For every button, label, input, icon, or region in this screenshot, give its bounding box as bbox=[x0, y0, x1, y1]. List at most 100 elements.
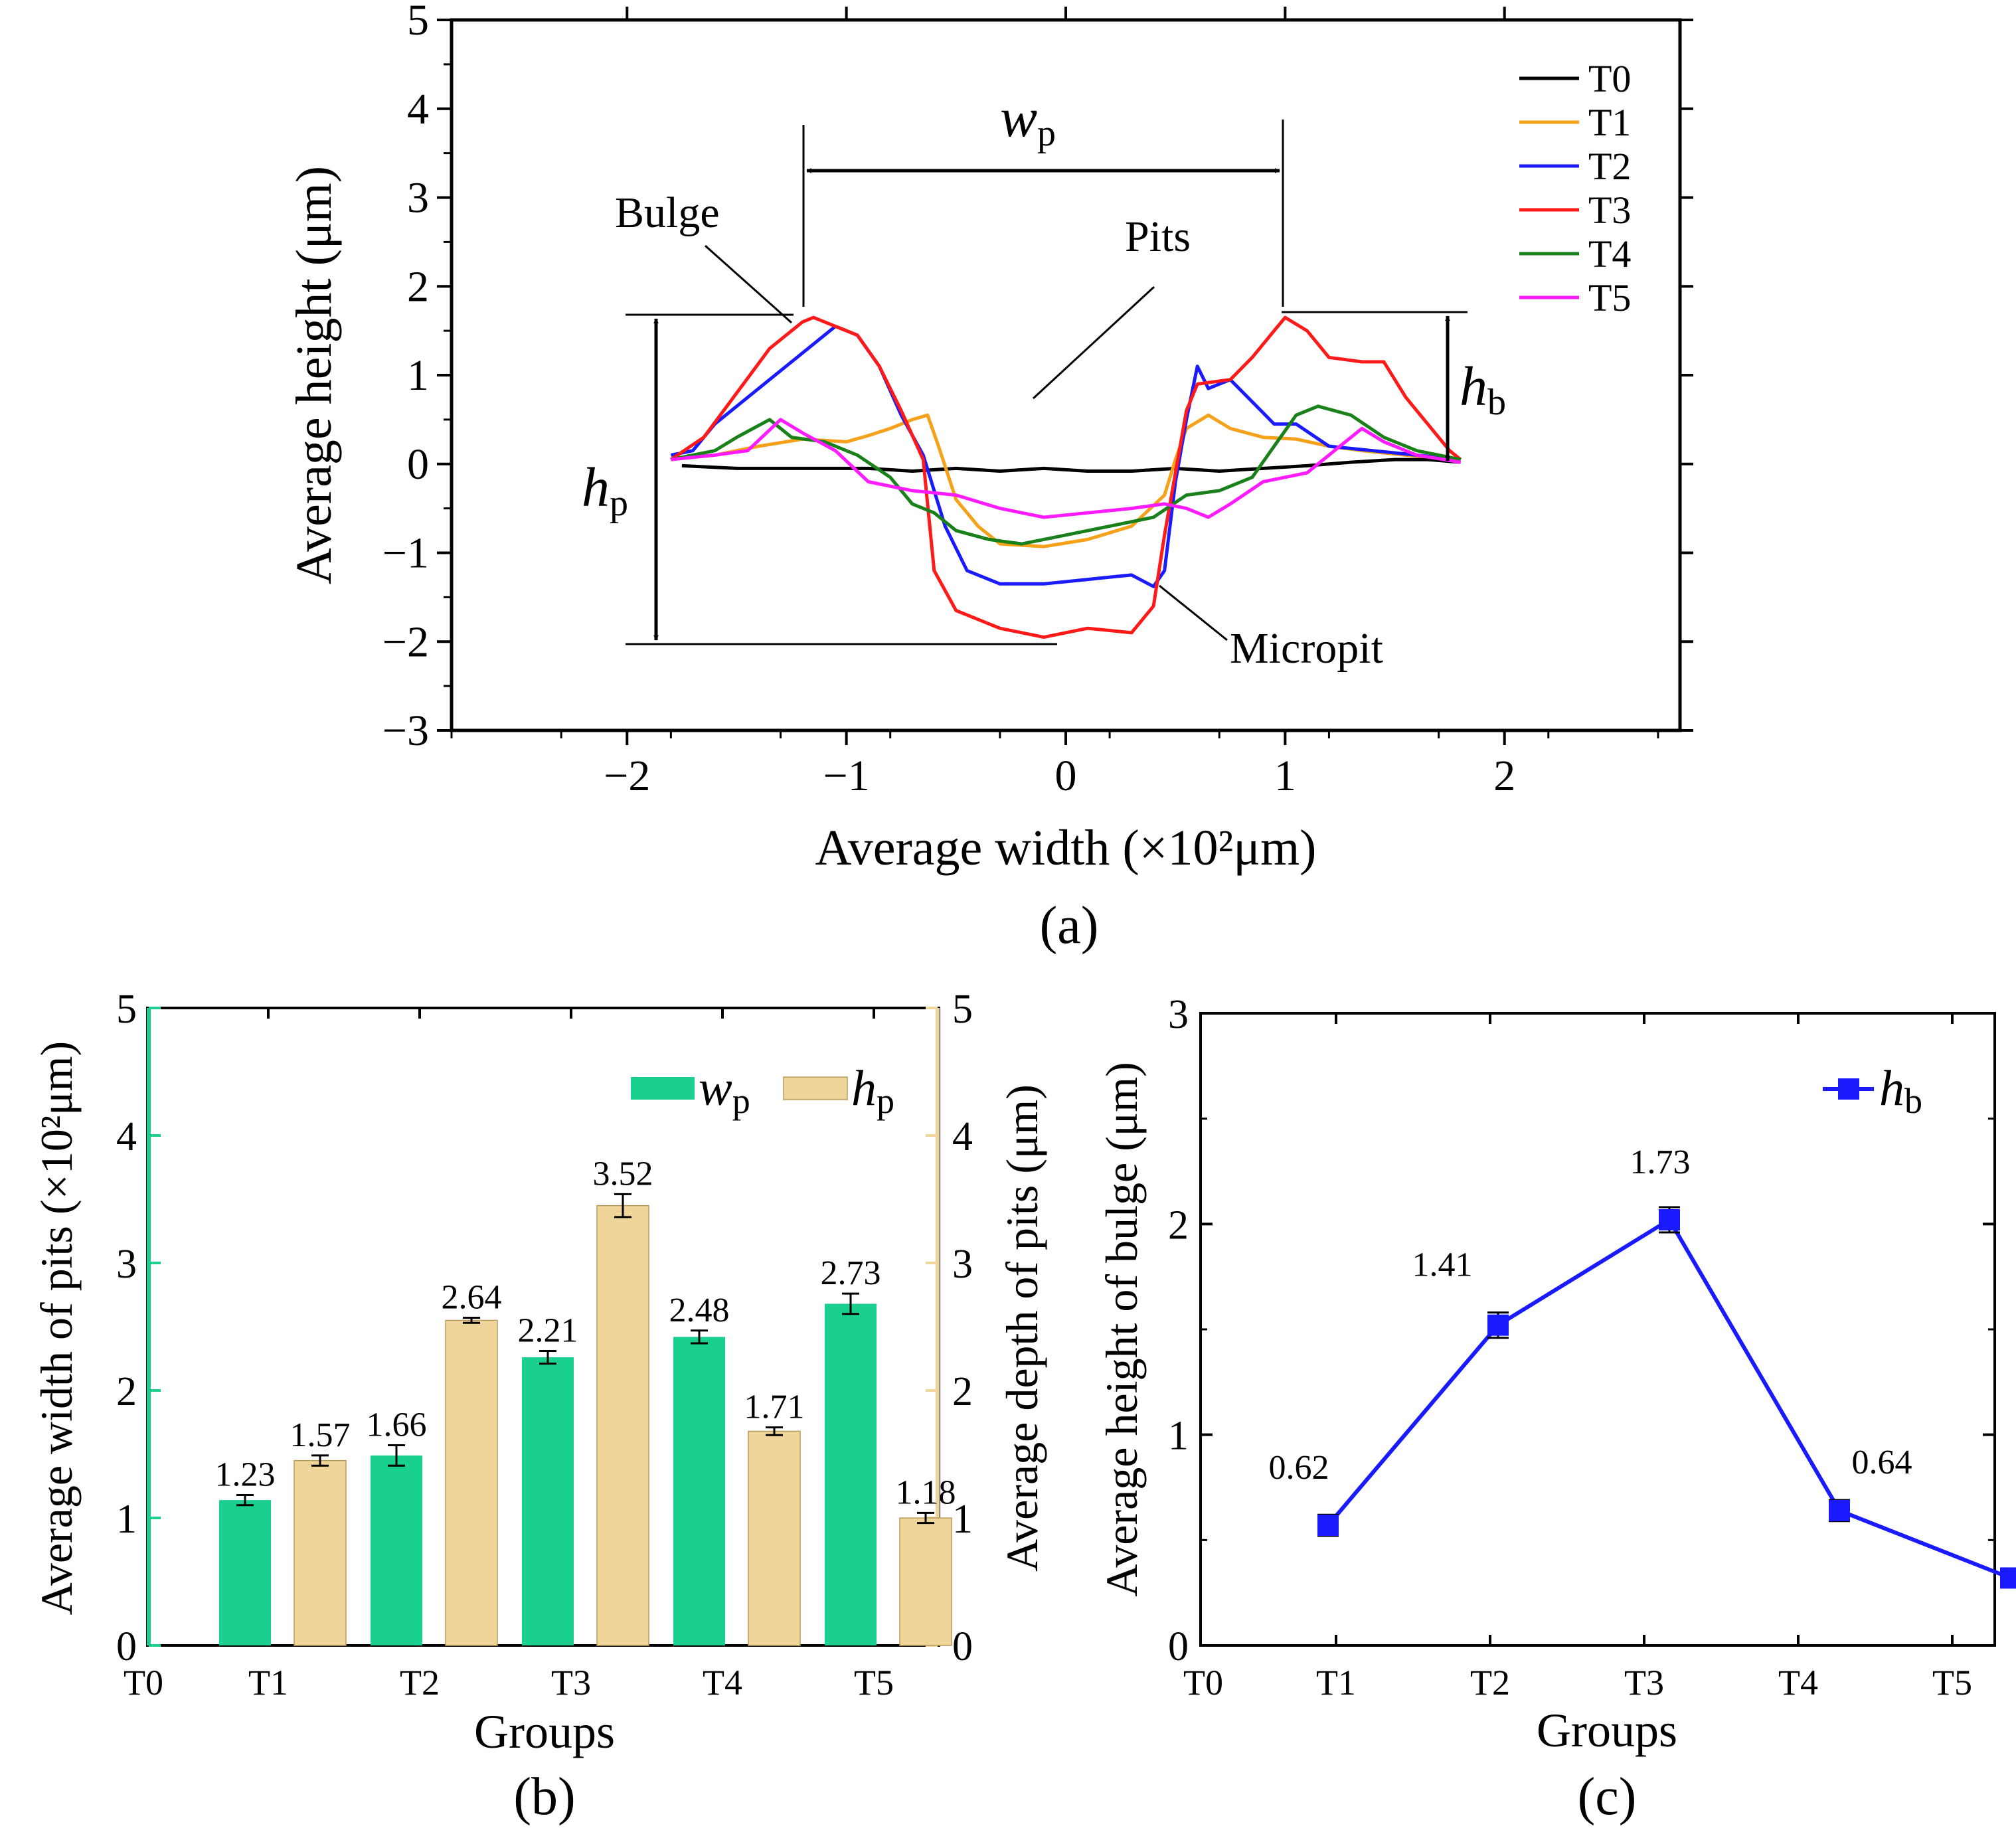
y-tick-label-left: 5 bbox=[116, 987, 137, 1032]
series-line-t5 bbox=[671, 418, 1462, 519]
y-tick-label-left: 3 bbox=[116, 1242, 137, 1287]
panel-b-bars: 1.23 1.57 1.66 2.64 2.21 3.52 2.48 1.71 2.73 1.18 bbox=[215, 1155, 956, 1646]
x-tick-label: 2 bbox=[1493, 752, 1515, 800]
panel-a-ticks: −2 −1 0 1 2 −3 −2 −1 0 1 2 3 4 5 bbox=[382, 0, 1693, 800]
data-label-hp: 1.57 bbox=[290, 1416, 351, 1454]
legend-label-t0: T0 bbox=[1588, 57, 1631, 100]
legend-label-hb: hb bbox=[1879, 1060, 1922, 1121]
caption-b: (b) bbox=[513, 1768, 575, 1826]
bulge-leader bbox=[705, 244, 792, 324]
series-line-t1 bbox=[671, 413, 1461, 548]
x-tick-label: 1 bbox=[1274, 752, 1296, 800]
marker-hb-t2 bbox=[1487, 1314, 1509, 1336]
y-tick-label: −2 bbox=[382, 618, 429, 666]
data-label-hb: 1.41 bbox=[1412, 1246, 1473, 1284]
data-label-wp: 1.23 bbox=[215, 1456, 276, 1493]
panel-a-ylabel: Average height (μm) bbox=[286, 166, 342, 584]
x-tick-label: T3 bbox=[551, 1663, 591, 1703]
panel-a-xlabel: Average width (×10²μm) bbox=[815, 820, 1317, 876]
y-tick-label-right: 1 bbox=[952, 1497, 973, 1542]
data-label-wp: 2.73 bbox=[821, 1254, 881, 1292]
panel-c-legend: hb bbox=[1823, 1060, 1922, 1121]
marker-hb-t5 bbox=[2000, 1567, 2016, 1589]
marker-hb-t4 bbox=[1829, 1499, 1850, 1521]
hb-label: hb bbox=[1460, 356, 1506, 423]
panel-b-ticks: 0 0 1 1 2 2 3 3 4 4 5 5 T0 T1 T2 T3 T4 T5 bbox=[116, 987, 973, 1703]
x-tick-label: T2 bbox=[400, 1663, 440, 1703]
panel-c-series: 0.621.411.730.640.48 bbox=[1269, 1143, 2016, 1589]
x-tick-label: T2 bbox=[1470, 1663, 1510, 1703]
panel-c-xlabel: Groups bbox=[1537, 1704, 1677, 1757]
y-tick-label-left: 1 bbox=[116, 1497, 137, 1542]
y-tick-label-right: 5 bbox=[952, 987, 973, 1032]
x-tick-label: T4 bbox=[1778, 1663, 1818, 1703]
bar-wp-t3 bbox=[522, 1357, 574, 1645]
legend-swatch-hp bbox=[783, 1076, 848, 1100]
data-label-hp: 2.64 bbox=[442, 1279, 502, 1317]
x-tick-label: −2 bbox=[604, 752, 650, 800]
bar-hp-t1 bbox=[294, 1460, 347, 1646]
y-tick-label-right: 4 bbox=[952, 1114, 973, 1159]
legend-swatch-wp bbox=[631, 1077, 695, 1100]
data-label-hb: 0.62 bbox=[1269, 1449, 1329, 1487]
panel-c-ylabel: Average height of bulge (μm) bbox=[1096, 1062, 1147, 1597]
x-tick-label: T5 bbox=[854, 1663, 894, 1703]
y-tick-label: 5 bbox=[407, 0, 429, 44]
panel-b-legend: wp hp bbox=[631, 1060, 894, 1121]
micropit-label: Micropit bbox=[1230, 624, 1383, 673]
y-tick-label: 3 bbox=[407, 174, 429, 222]
bar-wp-t2 bbox=[371, 1455, 422, 1645]
panel-c-frame bbox=[1199, 1012, 1996, 1647]
y-tick-label-left: 2 bbox=[116, 1369, 137, 1414]
panel-a-series bbox=[669, 315, 1462, 639]
y-tick-label: 0 bbox=[407, 440, 429, 489]
legend-label-wp: wp bbox=[699, 1060, 750, 1121]
data-label-hp: 3.52 bbox=[593, 1155, 653, 1193]
x-tick-label: T4 bbox=[703, 1663, 742, 1703]
panel-b-xlabel: Groups bbox=[474, 1705, 615, 1758]
x-tick-label: T3 bbox=[1624, 1663, 1664, 1703]
y-tick-label-left: 0 bbox=[116, 1624, 137, 1669]
data-label-hb: 1.73 bbox=[1630, 1143, 1691, 1181]
y-tick-label: 4 bbox=[407, 85, 429, 133]
legend-label-t1: T1 bbox=[1588, 101, 1631, 144]
data-label-wp: 2.21 bbox=[518, 1311, 578, 1349]
caption-a: (a) bbox=[1040, 896, 1099, 955]
y-tick-label-right: 0 bbox=[952, 1624, 973, 1669]
legend-label-t3: T3 bbox=[1588, 189, 1631, 232]
x-tick-label: T1 bbox=[1316, 1663, 1356, 1703]
bar-wp-t1 bbox=[219, 1500, 271, 1645]
y-tick-label: 0 bbox=[1168, 1624, 1189, 1669]
y-tick-label-left: 4 bbox=[116, 1114, 137, 1159]
y-tick-label: 2 bbox=[407, 262, 429, 311]
y-tick-label: 3 bbox=[1168, 992, 1189, 1037]
legend-swatch-marker bbox=[1838, 1078, 1859, 1100]
x-tick-label: −1 bbox=[823, 752, 870, 800]
y-tick-label: −3 bbox=[382, 707, 429, 755]
bar-hp-t2 bbox=[445, 1319, 498, 1646]
bar-hp-t4 bbox=[748, 1430, 801, 1646]
data-label-hp: 1.18 bbox=[896, 1473, 956, 1511]
legend-label-t5: T5 bbox=[1588, 276, 1631, 319]
legend-label-t4: T4 bbox=[1588, 232, 1631, 276]
caption-c: (c) bbox=[1578, 1768, 1637, 1826]
panel-c-ticks: 0 1 2 3 T0 T1 T2 T3 T4 T5 bbox=[1168, 992, 1995, 1703]
bar-wp-t5 bbox=[825, 1303, 877, 1645]
bar-hp-t5 bbox=[899, 1517, 952, 1646]
x-tick-label: T5 bbox=[1932, 1663, 1972, 1703]
x-tick-label-origin: T0 bbox=[1183, 1663, 1223, 1703]
y-tick-label: 1 bbox=[407, 351, 429, 400]
hp-label: hp bbox=[582, 457, 628, 524]
series-line-t4 bbox=[670, 404, 1462, 546]
series-line-t3 bbox=[669, 315, 1462, 639]
series-line-t2 bbox=[670, 324, 1461, 588]
bar-wp-t4 bbox=[673, 1337, 725, 1645]
pits-leader bbox=[1032, 286, 1155, 400]
panel-b-ylabel-left: Average width of pits (×10²μm) bbox=[31, 1041, 82, 1615]
marker-hb-t1 bbox=[1317, 1515, 1339, 1537]
y-tick-label: −1 bbox=[382, 529, 429, 578]
